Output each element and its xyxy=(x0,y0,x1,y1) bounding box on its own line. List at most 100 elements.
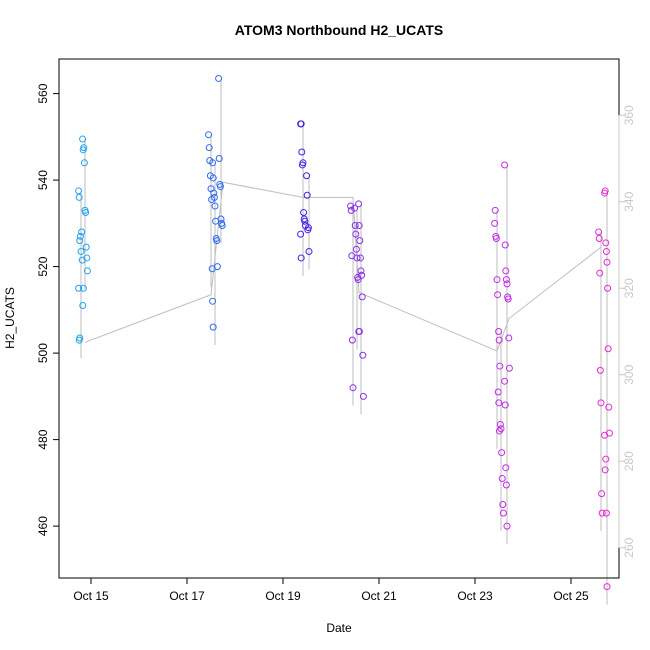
y-tick-label: 560 xyxy=(36,83,50,103)
data-point xyxy=(297,230,305,238)
x-axis: Oct 15 Oct 17 Oct 19 Oct 21 Oct 23 Oct 25 xyxy=(73,578,589,603)
y-tick-label: 460 xyxy=(36,516,50,536)
track-polyline xyxy=(84,181,602,352)
data-point xyxy=(80,159,88,167)
data-point xyxy=(502,276,510,284)
data-point xyxy=(297,120,305,128)
data-point xyxy=(352,245,360,253)
data-point xyxy=(501,377,509,385)
data-point xyxy=(496,362,504,370)
data-point xyxy=(215,154,223,162)
chart-title: ATOM3 Northbound H2_UCATS xyxy=(235,22,443,38)
data-point xyxy=(211,202,219,210)
data-point xyxy=(502,267,510,275)
data-point xyxy=(505,334,513,342)
data-point xyxy=(493,276,501,284)
data-point xyxy=(83,267,91,275)
data-point xyxy=(502,481,510,489)
data-point xyxy=(358,271,366,279)
data-point xyxy=(348,336,356,344)
data-point xyxy=(76,334,84,342)
data-point xyxy=(79,284,87,292)
y2-tick-label: 320 xyxy=(622,278,636,298)
y-tick-label: 500 xyxy=(36,343,50,363)
data-point xyxy=(347,206,355,214)
data-point xyxy=(605,403,613,411)
data-point xyxy=(503,280,511,288)
data-point xyxy=(82,243,90,251)
data-point xyxy=(496,420,504,428)
data-point xyxy=(359,392,367,400)
data-point xyxy=(217,215,225,223)
data-point xyxy=(303,191,311,199)
data-point xyxy=(215,74,223,82)
data-point xyxy=(76,237,84,245)
data-point xyxy=(501,161,509,169)
data-point xyxy=(595,234,603,242)
x-tick-label: Oct 19 xyxy=(265,589,301,603)
data-point xyxy=(216,183,224,191)
data-point xyxy=(491,206,499,214)
y-tick-label: 540 xyxy=(36,170,50,190)
data-point xyxy=(603,258,611,266)
data-point xyxy=(494,388,502,396)
x-tick-label: Oct 21 xyxy=(361,589,397,603)
data-point xyxy=(218,222,226,230)
data-point xyxy=(601,466,609,474)
y-axis-label: H2_UCATS xyxy=(3,287,17,349)
y2-tick-label: 260 xyxy=(622,537,636,557)
data-point xyxy=(351,222,359,230)
data-point xyxy=(79,135,87,143)
data-point xyxy=(495,427,503,435)
data-point xyxy=(491,219,499,227)
data-point xyxy=(359,351,367,359)
data-point xyxy=(598,509,606,517)
y2-tick-label: 360 xyxy=(622,105,636,125)
data-point xyxy=(501,401,509,409)
data-point xyxy=(352,230,360,238)
data-point xyxy=(205,131,213,139)
data-point xyxy=(80,144,88,152)
data-point xyxy=(205,144,213,152)
data-point xyxy=(602,239,610,247)
data-point xyxy=(502,464,510,472)
y-tick-label: 520 xyxy=(36,256,50,276)
data-point xyxy=(355,222,363,230)
data-point xyxy=(601,187,609,195)
data-point xyxy=(347,202,355,210)
x-axis-label: Date xyxy=(326,621,352,635)
data-point xyxy=(504,295,512,303)
data-point xyxy=(210,193,218,201)
x-tick-label: Oct 15 xyxy=(73,589,109,603)
y-tick-label: 480 xyxy=(36,429,50,449)
data-point xyxy=(598,490,606,498)
flight-track-line xyxy=(84,181,602,352)
y-axis: 460 480 500 520 540 560 xyxy=(36,83,59,536)
data-point xyxy=(75,284,83,292)
data-point xyxy=(353,254,361,262)
data-point xyxy=(76,232,84,240)
data-point xyxy=(498,475,506,483)
data-point xyxy=(596,269,604,277)
data-point xyxy=(603,583,611,591)
x-tick-label: Oct 25 xyxy=(553,589,589,603)
data-point xyxy=(597,399,605,407)
data-point xyxy=(355,200,363,208)
data-point xyxy=(351,204,359,212)
data-point xyxy=(495,336,503,344)
data-point xyxy=(83,254,91,262)
data-point xyxy=(492,234,500,242)
data-point xyxy=(209,297,217,305)
data-point xyxy=(82,209,90,217)
data-point xyxy=(602,455,610,463)
data-point xyxy=(494,291,502,299)
data-point xyxy=(79,302,87,310)
data-point xyxy=(604,284,612,292)
y2-tick-label: 300 xyxy=(622,364,636,384)
data-point xyxy=(356,254,364,262)
data-point xyxy=(358,293,366,301)
data-point xyxy=(297,254,305,262)
data-point xyxy=(357,267,365,275)
vertical-profile-lines xyxy=(80,78,608,605)
